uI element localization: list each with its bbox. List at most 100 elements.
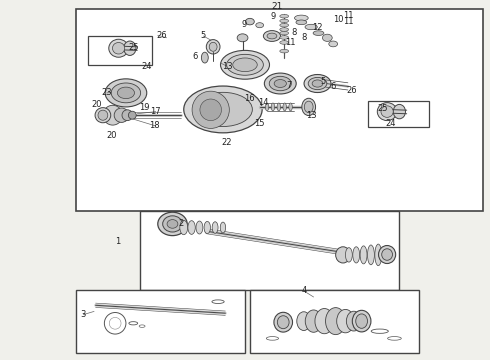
Ellipse shape — [312, 80, 323, 87]
Text: 26: 26 — [346, 86, 357, 95]
Ellipse shape — [264, 31, 281, 41]
Ellipse shape — [114, 108, 129, 122]
Ellipse shape — [95, 108, 111, 123]
Ellipse shape — [271, 103, 274, 111]
Ellipse shape — [180, 220, 188, 235]
Ellipse shape — [280, 49, 289, 53]
Bar — [76, 9, 483, 211]
Circle shape — [200, 99, 221, 121]
Text: 9: 9 — [271, 12, 276, 22]
Ellipse shape — [128, 111, 136, 119]
Ellipse shape — [345, 248, 352, 262]
Text: 8: 8 — [301, 33, 306, 42]
Ellipse shape — [381, 106, 393, 117]
Bar — [368, 101, 429, 127]
Text: 19: 19 — [139, 103, 149, 112]
Text: 22: 22 — [221, 138, 232, 147]
Ellipse shape — [163, 216, 182, 232]
Bar — [250, 290, 419, 353]
Text: 11: 11 — [343, 10, 353, 19]
Text: 20: 20 — [106, 131, 117, 140]
Ellipse shape — [308, 77, 327, 90]
Ellipse shape — [280, 23, 289, 27]
Ellipse shape — [297, 312, 311, 330]
Ellipse shape — [105, 79, 147, 107]
Ellipse shape — [379, 246, 396, 264]
Ellipse shape — [289, 103, 293, 111]
Ellipse shape — [283, 103, 287, 111]
Ellipse shape — [302, 98, 316, 116]
Text: 18: 18 — [149, 122, 160, 130]
Ellipse shape — [280, 41, 289, 44]
Ellipse shape — [184, 86, 262, 133]
Ellipse shape — [265, 73, 296, 94]
Text: 11: 11 — [285, 38, 295, 47]
Ellipse shape — [280, 14, 289, 18]
Text: 21: 21 — [271, 2, 283, 11]
Text: 16: 16 — [245, 94, 255, 103]
Text: 24: 24 — [142, 62, 152, 71]
Ellipse shape — [266, 103, 269, 111]
Ellipse shape — [393, 104, 406, 119]
Ellipse shape — [113, 42, 125, 54]
Ellipse shape — [337, 309, 354, 333]
Ellipse shape — [124, 41, 136, 55]
Ellipse shape — [201, 52, 208, 63]
Ellipse shape — [280, 28, 289, 31]
Ellipse shape — [325, 307, 346, 335]
Circle shape — [192, 91, 229, 129]
Ellipse shape — [356, 314, 368, 328]
Ellipse shape — [256, 23, 264, 28]
Ellipse shape — [233, 58, 257, 72]
Ellipse shape — [280, 31, 289, 35]
Text: 6: 6 — [331, 82, 336, 91]
Ellipse shape — [270, 76, 291, 91]
Ellipse shape — [188, 221, 196, 234]
Ellipse shape — [237, 34, 248, 42]
Bar — [140, 211, 399, 290]
Ellipse shape — [304, 101, 313, 113]
Ellipse shape — [103, 105, 122, 125]
Ellipse shape — [313, 31, 324, 35]
Ellipse shape — [220, 222, 226, 233]
Ellipse shape — [352, 310, 371, 332]
Ellipse shape — [194, 93, 252, 127]
Ellipse shape — [305, 310, 322, 332]
Text: 14: 14 — [258, 99, 269, 108]
Text: 1: 1 — [115, 237, 120, 246]
Ellipse shape — [274, 80, 286, 87]
Text: 9: 9 — [242, 19, 246, 29]
Text: 17: 17 — [150, 107, 161, 116]
Ellipse shape — [111, 83, 141, 103]
Ellipse shape — [368, 245, 374, 265]
Ellipse shape — [353, 247, 360, 263]
Text: 7: 7 — [287, 81, 292, 90]
Ellipse shape — [329, 41, 338, 47]
Ellipse shape — [382, 249, 392, 260]
Ellipse shape — [212, 222, 218, 233]
Ellipse shape — [322, 34, 332, 41]
Bar — [88, 36, 152, 65]
Ellipse shape — [220, 50, 270, 79]
Text: 11: 11 — [343, 17, 353, 26]
Text: 13: 13 — [306, 111, 317, 120]
Text: 23: 23 — [101, 88, 112, 97]
Text: 24: 24 — [386, 118, 396, 127]
Text: 12: 12 — [312, 23, 323, 32]
Ellipse shape — [118, 87, 135, 99]
Ellipse shape — [375, 244, 382, 266]
Ellipse shape — [209, 42, 217, 51]
Text: 10: 10 — [333, 15, 343, 24]
Text: 5: 5 — [201, 31, 206, 40]
Text: 26: 26 — [156, 31, 167, 40]
Ellipse shape — [360, 246, 367, 264]
Ellipse shape — [245, 18, 254, 25]
Text: 4: 4 — [301, 287, 306, 295]
Ellipse shape — [98, 110, 108, 120]
Ellipse shape — [196, 221, 203, 234]
Text: 25: 25 — [128, 43, 139, 52]
Ellipse shape — [204, 221, 211, 234]
Ellipse shape — [158, 212, 187, 235]
Ellipse shape — [109, 39, 128, 57]
Ellipse shape — [304, 75, 331, 93]
